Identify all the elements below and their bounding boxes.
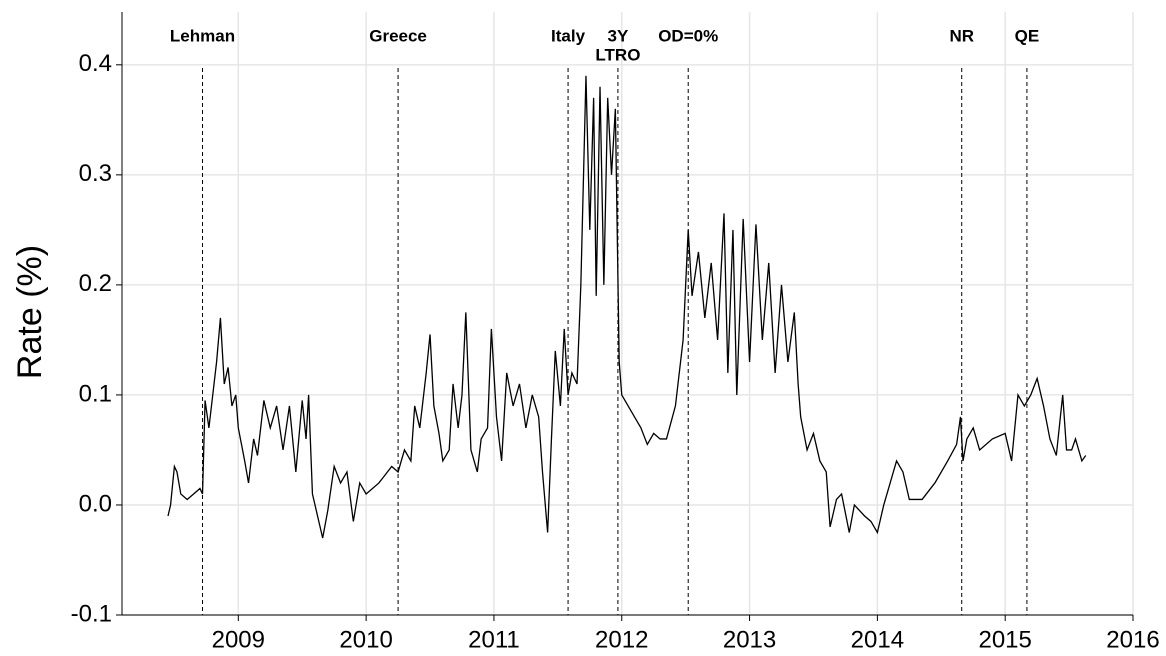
event-label: Lehman xyxy=(170,26,235,45)
x-tick-label: 2009 xyxy=(212,626,265,653)
line xyxy=(167,75,1087,539)
y-tick-label: 0.3 xyxy=(79,160,112,187)
event-label: 3Y xyxy=(608,26,629,45)
x-tick-label: 2016 xyxy=(1106,626,1159,653)
event-label: Italy xyxy=(551,26,586,45)
event-label: LTRO xyxy=(595,45,640,64)
y-tick-label: 0.4 xyxy=(79,50,112,77)
x-tick-label: 2014 xyxy=(851,626,904,653)
y-tick-label: 0.2 xyxy=(79,270,112,297)
event-label: NR xyxy=(949,26,974,45)
event-label: OD=0% xyxy=(658,26,718,45)
x-tick-label: 2013 xyxy=(723,626,776,653)
y-tick-label: -0.1 xyxy=(71,600,112,627)
event-label: Greece xyxy=(369,26,427,45)
x-tick-label: 2015 xyxy=(978,626,1031,653)
x-tick-label: 2010 xyxy=(339,626,392,653)
event-label: QE xyxy=(1015,26,1040,45)
y-tick-label: 0.0 xyxy=(79,490,112,517)
y-axis-label: Rate (%) xyxy=(11,245,49,379)
x-tick-label: 2011 xyxy=(468,626,520,653)
y-tick-label: 0.1 xyxy=(79,380,112,407)
x-tick-label: 2012 xyxy=(595,626,648,653)
